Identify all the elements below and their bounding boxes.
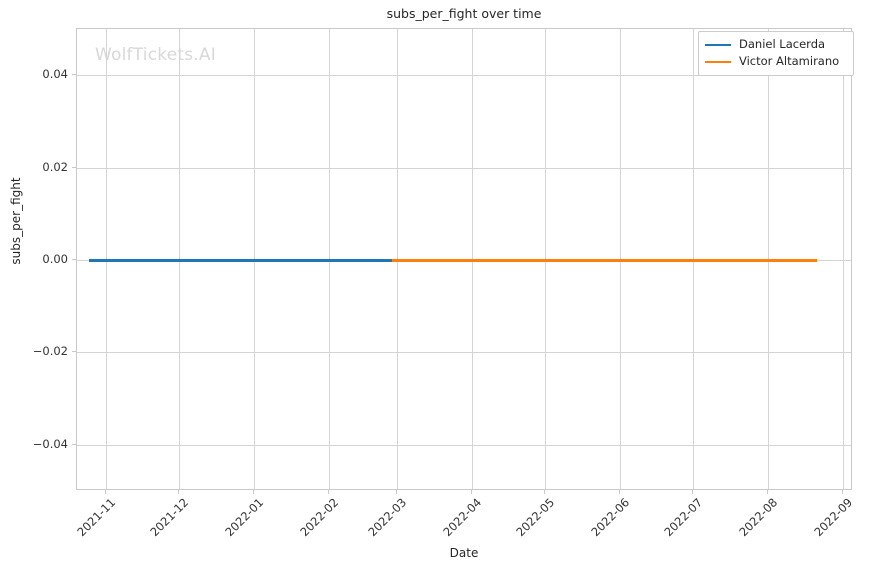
x-tick-label: 2022-01 — [222, 495, 267, 540]
legend-label: Victor Altamirano — [739, 54, 840, 68]
x-tick-mark — [105, 490, 107, 494]
series-line — [89, 258, 393, 262]
y-tick-label: −0.04 — [32, 436, 68, 451]
chart-title: subs_per_fight over time — [386, 6, 542, 21]
x-tick-mark — [619, 490, 621, 494]
x-tick-label: 2021-12 — [147, 495, 192, 540]
chart-legend: Daniel Lacerda Victor Altamirano — [698, 31, 854, 76]
y-tick-mark — [72, 74, 76, 76]
gridline-horizontal — [77, 75, 851, 77]
legend-item: Daniel Lacerda — [705, 36, 847, 53]
x-tick-label: 2022-05 — [513, 495, 558, 540]
x-tick-label: 2022-04 — [440, 495, 485, 540]
x-tick-label: 2022-08 — [736, 495, 781, 540]
x-tick-label: 2022-06 — [588, 495, 633, 540]
x-tick-label: 2022-03 — [365, 495, 410, 540]
x-tick-label: 2022-07 — [661, 495, 706, 540]
y-tick-mark — [72, 259, 76, 260]
x-tick-mark — [177, 490, 179, 494]
x-axis-label: Date — [449, 546, 479, 560]
y-axis-label: subs_per_fight — [9, 177, 23, 265]
legend-color-swatch — [705, 43, 731, 46]
legend-item: Victor Altamirano — [705, 53, 847, 70]
x-tick-mark — [691, 490, 693, 494]
y-tick-label: 0.00 — [42, 252, 68, 266]
series-line — [392, 258, 817, 262]
plot-area: WolfTickets.AI — [76, 28, 852, 490]
x-tick-label: 2022-09 — [811, 495, 856, 540]
y-tick-label: 0.04 — [42, 67, 68, 82]
x-tick-mark — [396, 490, 398, 494]
watermark-text: WolfTickets.AI — [95, 45, 216, 65]
y-tick-mark — [72, 351, 76, 353]
y-tick-mark — [72, 166, 76, 168]
legend-label: Daniel Lacerda — [739, 37, 826, 51]
x-tick-label: 2021-11 — [74, 495, 119, 540]
x-tick-mark — [328, 490, 330, 494]
x-tick-mark — [253, 490, 255, 494]
gridline-horizontal — [77, 167, 851, 169]
x-tick-mark — [544, 490, 546, 494]
gridline-horizontal — [77, 352, 851, 354]
legend-color-swatch — [705, 60, 731, 63]
gridline-horizontal — [77, 444, 851, 446]
x-tick-mark — [767, 490, 769, 494]
y-tick-mark — [72, 443, 76, 445]
x-tick-label: 2022-02 — [297, 495, 342, 540]
x-tick-mark — [471, 490, 473, 494]
x-tick-mark — [842, 490, 844, 494]
y-tick-label: 0.02 — [42, 159, 68, 174]
gridline-vertical — [843, 29, 845, 489]
y-tick-label: −0.02 — [32, 344, 68, 359]
